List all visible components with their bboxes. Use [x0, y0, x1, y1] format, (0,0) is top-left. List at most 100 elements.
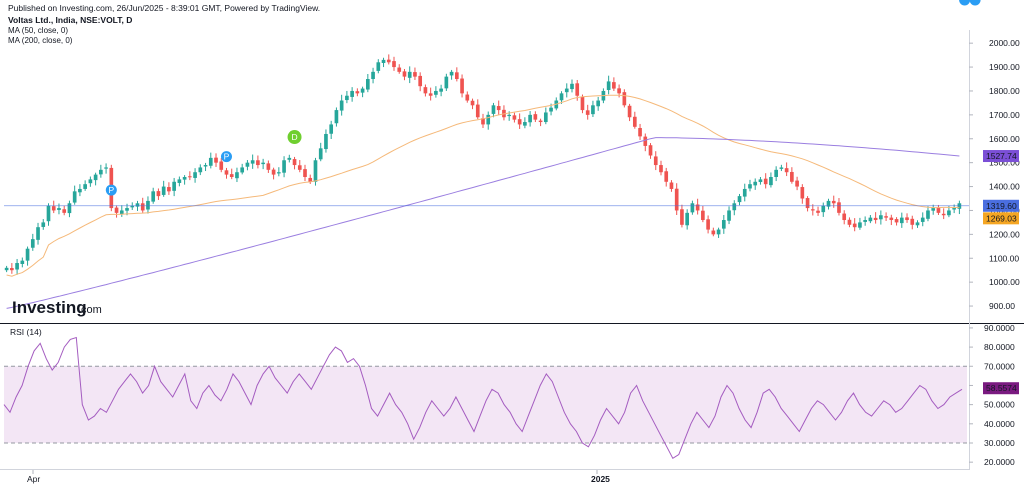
candle-body — [460, 78, 464, 94]
candle-body — [20, 260, 25, 264]
candle-body — [407, 71, 412, 78]
candle-body — [863, 220, 867, 222]
marker-p-icon[interactable]: P — [105, 184, 117, 196]
candle-body — [596, 100, 601, 107]
candle-body — [88, 179, 93, 184]
candle-body — [172, 181, 176, 191]
candle-body — [434, 90, 438, 95]
candle-body — [910, 218, 915, 225]
candle-body — [653, 156, 658, 166]
price-tick-label: 1100.00 — [989, 253, 1019, 263]
candle-body — [470, 100, 475, 106]
candle-body — [219, 161, 224, 170]
candle-body — [313, 160, 318, 182]
candle-body — [439, 88, 443, 92]
candle-body — [790, 171, 794, 182]
candle-body — [570, 83, 574, 90]
candle-body — [711, 230, 716, 235]
candle-body — [146, 200, 150, 210]
candle-body — [15, 263, 19, 270]
candle-body — [386, 59, 391, 63]
marker-p-icon[interactable]: P — [969, 0, 981, 6]
candle-body — [816, 210, 820, 213]
candle-body — [936, 207, 941, 213]
rsi-band — [4, 365, 969, 444]
candle-body — [57, 208, 61, 210]
price-tick-label: 900.00 — [989, 301, 1015, 311]
candle-body — [465, 94, 470, 101]
candle-body — [622, 92, 627, 106]
candle-body — [135, 203, 140, 207]
chart-header: Published on Investing.com, 26/Jun/2025 … — [8, 2, 320, 45]
candle-body — [905, 217, 909, 221]
candle-body — [475, 104, 480, 118]
candle-body — [99, 169, 103, 175]
rsi-band-fill — [4, 366, 967, 443]
marker-label: P — [972, 0, 978, 2]
price-tick-label: 1200.00 — [989, 229, 1020, 239]
candle-body — [83, 184, 87, 189]
candle-body — [837, 202, 841, 213]
candle-body — [30, 239, 35, 248]
candle-body — [706, 219, 710, 230]
candle-body — [774, 169, 778, 177]
candle-body — [800, 187, 805, 199]
marker-circle — [220, 151, 232, 163]
logo-brand: Investing — [12, 298, 87, 317]
candle-body — [481, 118, 485, 125]
price-tick-label: 1500.00 — [989, 158, 1020, 168]
candle-body — [67, 203, 72, 214]
candle-body — [93, 174, 98, 181]
price-tick-label: 1800.00 — [989, 86, 1020, 96]
candle-body — [920, 217, 925, 222]
candle-body — [282, 160, 286, 173]
candle-body — [188, 176, 192, 178]
marker-h-icon[interactable]: H — [959, 0, 971, 6]
event-markers[interactable]: P P D H P — [105, 0, 981, 196]
rsi-tick-label: 90.0000 — [984, 323, 1015, 333]
symbol-title: Voltas Ltd., India, NSE:VOLT, D — [8, 15, 133, 25]
candle-body — [334, 110, 339, 124]
candle-body — [831, 200, 836, 204]
candle-body — [659, 165, 663, 173]
candle-body — [177, 179, 182, 183]
candle-body — [449, 71, 454, 76]
candle-body — [795, 180, 799, 187]
candle-body — [235, 172, 239, 179]
candle-body — [538, 120, 543, 123]
candle-body — [591, 105, 595, 115]
candle-body — [402, 71, 407, 77]
candle-body — [821, 205, 826, 213]
candle-body — [763, 178, 768, 185]
marker-label: P — [108, 185, 114, 195]
candle-body — [564, 88, 569, 93]
candle-body — [606, 81, 611, 91]
candle-body — [245, 162, 250, 167]
last-price-badge-bg — [983, 199, 1019, 212]
ma200-legend: MA (200, close, 0) — [8, 35, 73, 45]
candle-body — [72, 191, 77, 203]
candle-body — [104, 167, 108, 169]
candle-body — [627, 105, 632, 118]
candle-body — [486, 114, 491, 125]
candle-body — [680, 209, 684, 225]
candle-body — [208, 157, 213, 166]
marker-p-icon[interactable]: P — [220, 151, 232, 163]
candle-body — [287, 157, 292, 160]
marker-d-icon[interactable]: D — [287, 130, 302, 145]
price-badges: 1527.74 1319.60 1269.03 58.5574 — [983, 150, 1019, 395]
price-axis: 900.001000.001100.001200.001300.001400.0… — [969, 38, 1020, 311]
candle-body — [203, 165, 208, 167]
candle-body — [549, 107, 553, 112]
ma50-badge-text: 1269.03 — [986, 213, 1017, 223]
candle-body — [308, 177, 313, 182]
candle-body — [533, 114, 538, 120]
rsi-badge-text: 58.5574 — [986, 383, 1017, 393]
candle-body — [318, 148, 323, 160]
candle-body — [229, 174, 234, 177]
candle-body — [632, 116, 637, 127]
candle-body — [585, 110, 590, 115]
marker-label: D — [291, 132, 297, 142]
candle-body — [355, 91, 360, 94]
